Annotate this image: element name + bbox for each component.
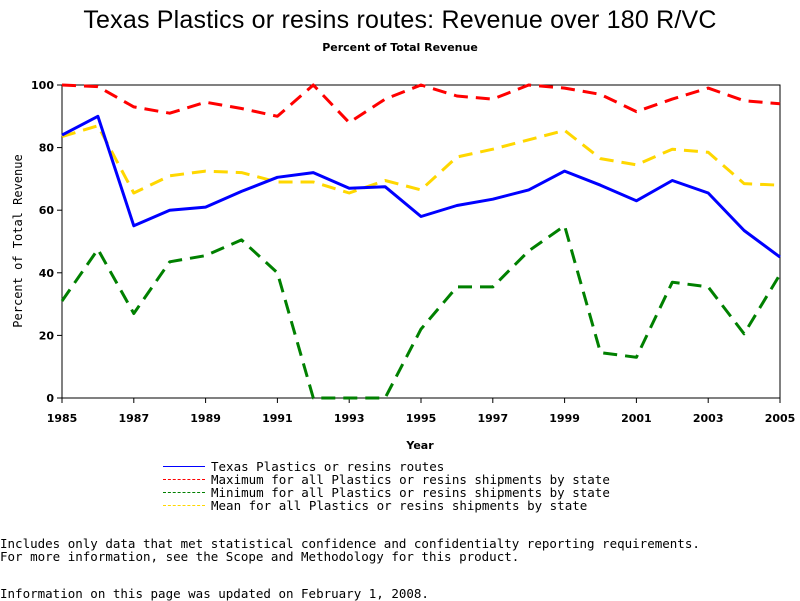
x-tick-label: 1991 [262, 412, 293, 425]
y-tick-label: 60 [39, 204, 55, 217]
legend-item: Mean for all Plastics or resins shipment… [163, 499, 610, 512]
footnote-confidence: Includes only data that met statistical … [0, 536, 700, 551]
x-tick-label: 2003 [693, 412, 724, 425]
legend-item: Texas Plastics or resins routes [163, 460, 610, 473]
legend-swatch [163, 492, 205, 493]
x-tick-label: 1999 [549, 412, 580, 425]
legend-swatch [163, 505, 205, 506]
x-tick-label: 1995 [406, 412, 437, 425]
legend: Texas Plastics or resins routes Maximum f… [163, 460, 610, 512]
legend-swatch [163, 479, 205, 480]
x-axis-label: Year [405, 439, 434, 452]
series-line [61, 124, 781, 195]
x-tick-label: 1993 [334, 412, 365, 425]
legend-label: Mean for all Plastics or resins shipment… [211, 498, 588, 513]
chart-title: Texas Plastics or resins routes: Revenue… [83, 6, 717, 34]
x-axis: 1985 1987 1989 1991 1993 1995 1997 1999 2001 2003… [47, 398, 796, 425]
legend-label: Texas Plastics or resins routes [211, 459, 445, 474]
legend-label: Minimum for all Plastics or resins shipm… [211, 485, 610, 500]
chart-subtitle: Percent of Total Revenue [322, 41, 478, 54]
plot-frame [61, 84, 781, 399]
y-axis: 0 20 40 60 80 100 [31, 79, 62, 405]
x-tick-label: 1989 [190, 412, 221, 425]
footnote-methodology: For more information, see the Scope and … [0, 549, 520, 564]
line-chart: 0 20 40 60 80 100 1985 1987 1989 1991 1993 1995 199… [11, 79, 796, 452]
legend-item: Minimum for all Plastics or resins shipm… [163, 486, 610, 499]
x-tick-label: 2001 [621, 412, 652, 425]
legend-swatch [163, 466, 205, 467]
y-tick-label: 100 [31, 79, 54, 92]
y-axis-label: Percent of Total Revenue [11, 154, 25, 327]
x-tick-label: 1985 [47, 412, 78, 425]
footnote-updated: Information on this page was updated on … [0, 586, 429, 601]
y-tick-label: 0 [46, 392, 54, 405]
legend-label: Maximum for all Plastics or resins shipm… [211, 472, 610, 487]
x-tick-label: 1987 [118, 412, 149, 425]
x-tick-label: 2005 [765, 412, 796, 425]
y-tick-label: 20 [39, 329, 55, 342]
series-layer [60, 83, 782, 400]
series-line [61, 114, 781, 259]
series-line [61, 83, 781, 125]
y-tick-label: 40 [39, 267, 55, 280]
legend-item: Maximum for all Plastics or resins shipm… [163, 473, 610, 486]
x-tick-label: 1997 [477, 412, 508, 425]
series-line [60, 224, 782, 400]
y-tick-label: 80 [39, 142, 55, 155]
